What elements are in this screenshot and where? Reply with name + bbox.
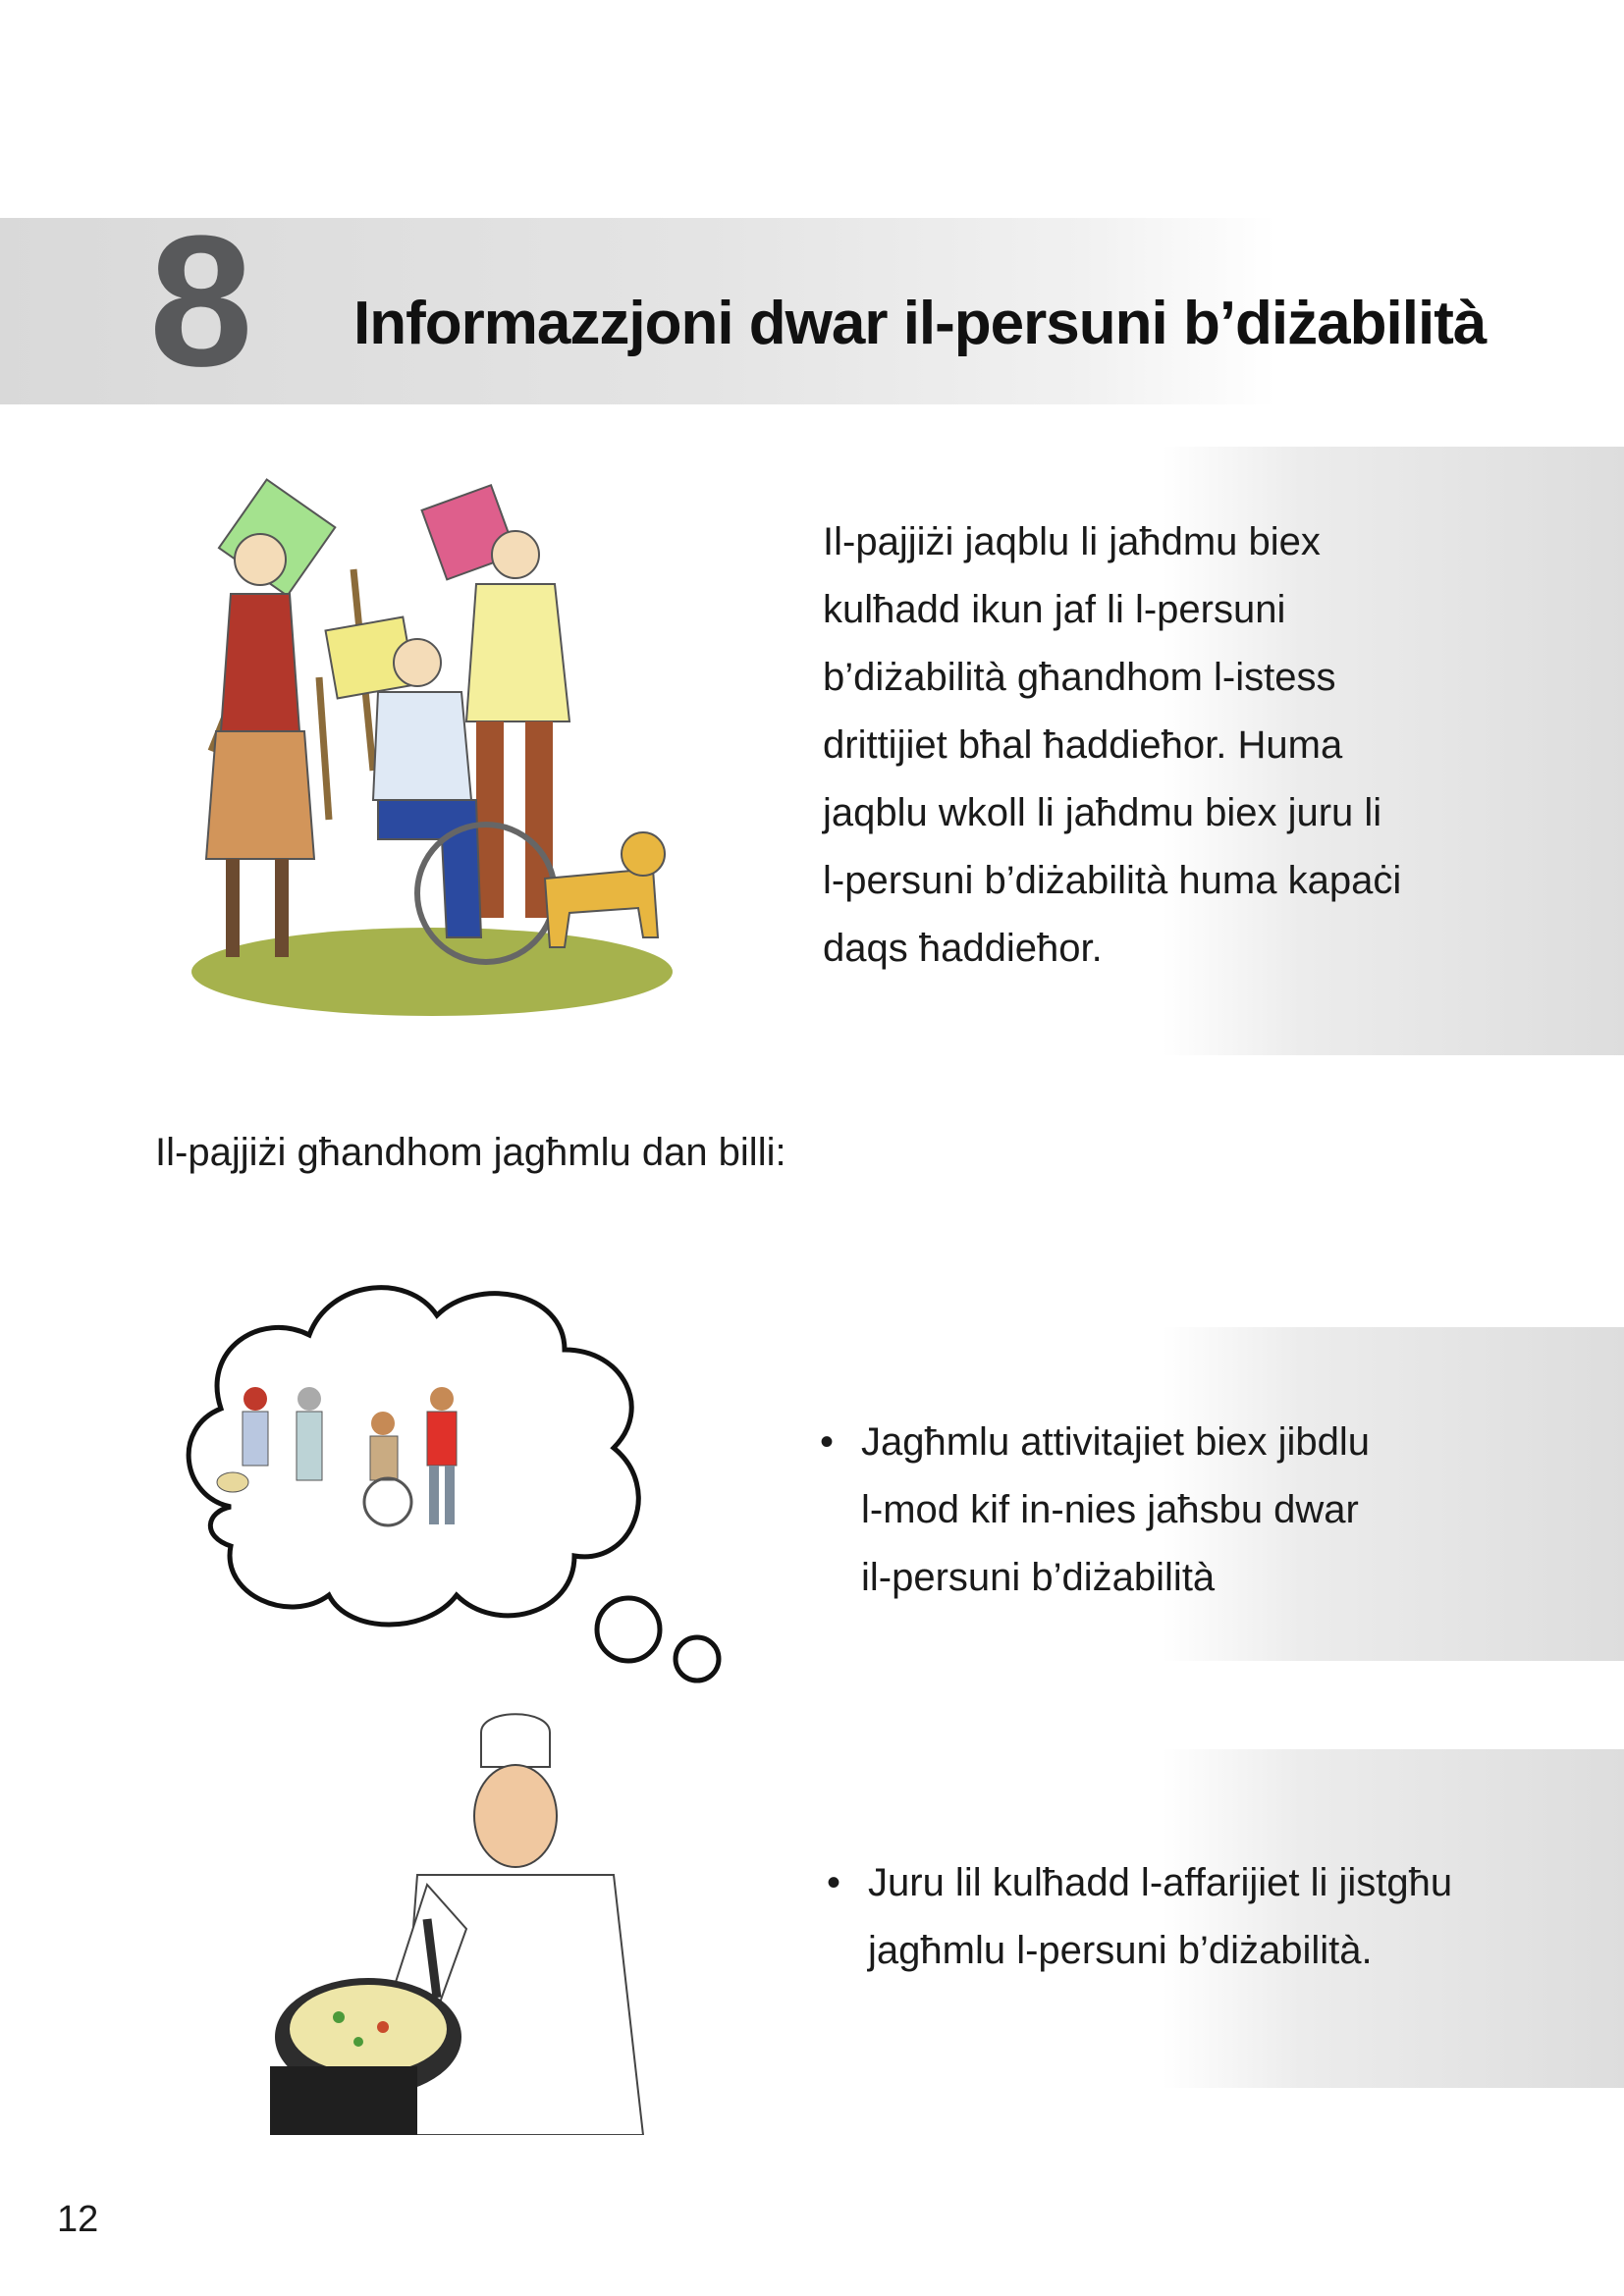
intro-line: drittijiet bħal ħaddieħor. Huma [823,723,1343,767]
lead-sentence: Il-pajjiżi għandhom jagħmlu dan billi: [155,1131,786,1174]
bullet-line: jagħmlu l-persuni b’diżabilità. [868,1929,1373,1972]
intro-line: kulħadd ikun jaf li l-persuni [823,588,1286,631]
bullet-dot: • [827,1861,841,1904]
bullet-line: Jagħmlu attivitajiet biex jibdlu [861,1420,1371,1464]
intro-line: daqs ħaddieħor. [823,927,1103,970]
bullet-line: il-persuni b’diżabilità [861,1556,1216,1599]
chapter-title: Informazzjoni dwar il-persuni b’diżabili… [353,290,1487,357]
thought-bubble-icon [186,1285,722,1683]
chapter-number: 8 [149,197,253,405]
page-number: 12 [57,2199,99,2240]
people-with-placards-icon [191,478,673,1016]
intro-line: l-persuni b’diżabilità huma kapaċi [823,859,1402,902]
chapter-header-band [0,218,1276,404]
bullet-1-panel-background [1163,1327,1624,1661]
bullet-item: • Juru lil kulħadd l-affarijiet li jistg… [827,1849,1496,1985]
intro-line: jaqblu wkoll li jaħdmu biex juru li [823,791,1382,834]
intro-line: b’diżabilità għandhom l-istess [823,656,1336,699]
intro-panel-background [1163,447,1624,1055]
bullet-dot: • [820,1420,835,1464]
chef-cooking-icon [270,1713,645,2135]
bullet-2-panel-background [1163,1749,1624,2088]
bullet-item: • Jagħmlu attivitajiet biex jibdlu l-mod… [820,1409,1489,1612]
bullet-line: l-mod kif in-nies jaħsbu dwar [861,1488,1359,1531]
bullet-line: Juru lil kulħadd l-affarijiet li jistgħu [868,1861,1453,1904]
intro-line: Il-pajjiżi jaqblu li jaħdmu biex [823,520,1321,563]
intro-paragraph: Il-pajjiżi jaqblu li jaħdmu biex kulħadd… [823,508,1432,983]
